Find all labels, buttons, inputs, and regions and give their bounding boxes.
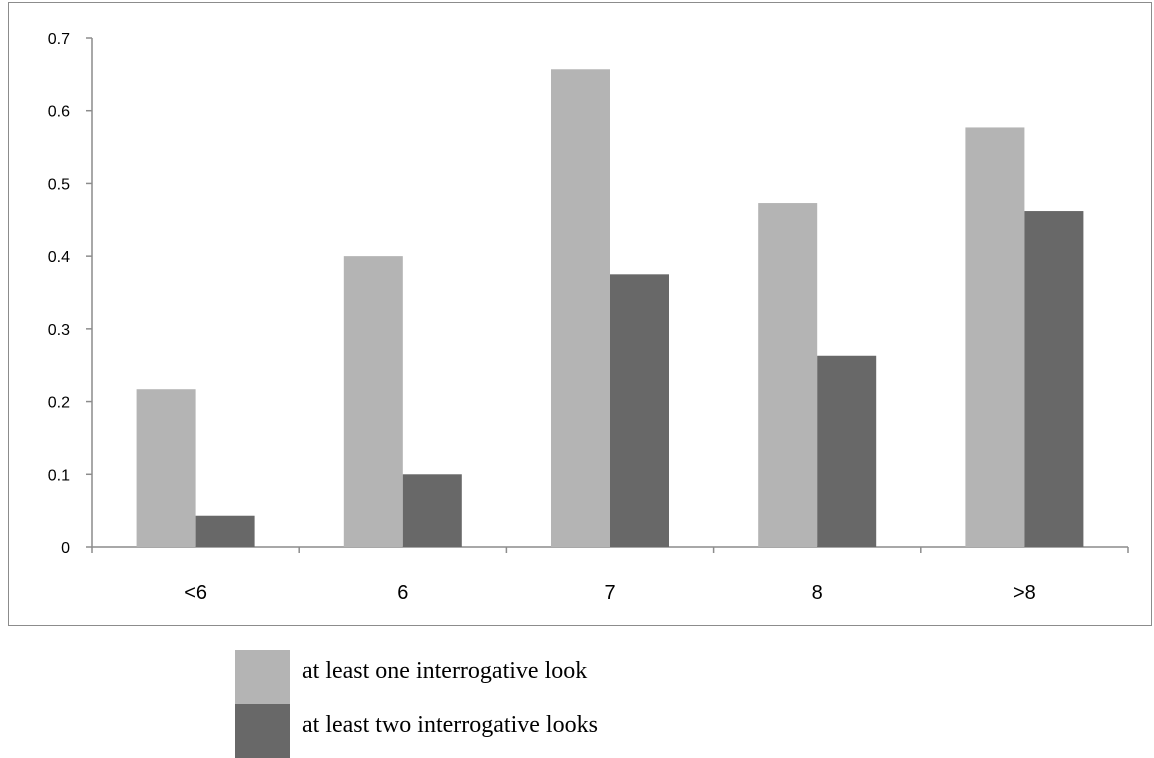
bar-series-2-4 <box>1024 211 1084 547</box>
legend-label-series-1: at least one interrogative look <box>302 658 588 684</box>
x-tick-label: 7 <box>604 582 615 604</box>
chart-frame: 0 0.1 0.2 0.3 0.4 0.5 0.6 0.7 <6 6 7 8 >8 <box>8 2 1152 626</box>
legend: at least one interrogative look at least… <box>235 650 835 758</box>
x-tick-label: 6 <box>397 582 408 604</box>
y-tick-label: 0.7 <box>48 31 70 48</box>
x-tick-label: <6 <box>184 582 207 604</box>
bar-series-1-3 <box>758 203 818 547</box>
y-tick-label: 0.1 <box>48 467 70 484</box>
y-tick-label: 0.3 <box>48 322 70 339</box>
bar-series-1-1 <box>343 256 403 547</box>
bar-series-2-0 <box>195 515 255 547</box>
bar-series-2-1 <box>402 474 462 547</box>
legend-item-series-1: at least one interrogative look <box>235 650 835 704</box>
bar-chart: 0 0.1 0.2 0.3 0.4 0.5 0.6 0.7 <6 6 7 8 >8 <box>48 31 1129 604</box>
bar-series-1-2 <box>551 69 610 547</box>
y-tick-label: 0.4 <box>48 249 70 266</box>
bar-series-2-3 <box>817 355 877 547</box>
y-tick-label: 0 <box>61 540 70 557</box>
y-tick-label: 0.2 <box>48 395 70 412</box>
bar-series-1-0 <box>136 389 196 547</box>
bar-series-1-4 <box>965 127 1025 547</box>
legend-swatch-series-1 <box>235 650 290 704</box>
bar-series-2-2 <box>610 274 669 547</box>
y-tick-label: 0.6 <box>48 104 70 121</box>
legend-item-series-2: at least two interrogative looks <box>235 704 835 758</box>
legend-label-series-2: at least two interrogative looks <box>302 712 598 738</box>
x-tick-label: 8 <box>812 582 823 604</box>
x-tick-label: >8 <box>1013 582 1036 604</box>
y-tick-label: 0.5 <box>48 176 70 193</box>
legend-swatch-series-2 <box>235 704 290 758</box>
